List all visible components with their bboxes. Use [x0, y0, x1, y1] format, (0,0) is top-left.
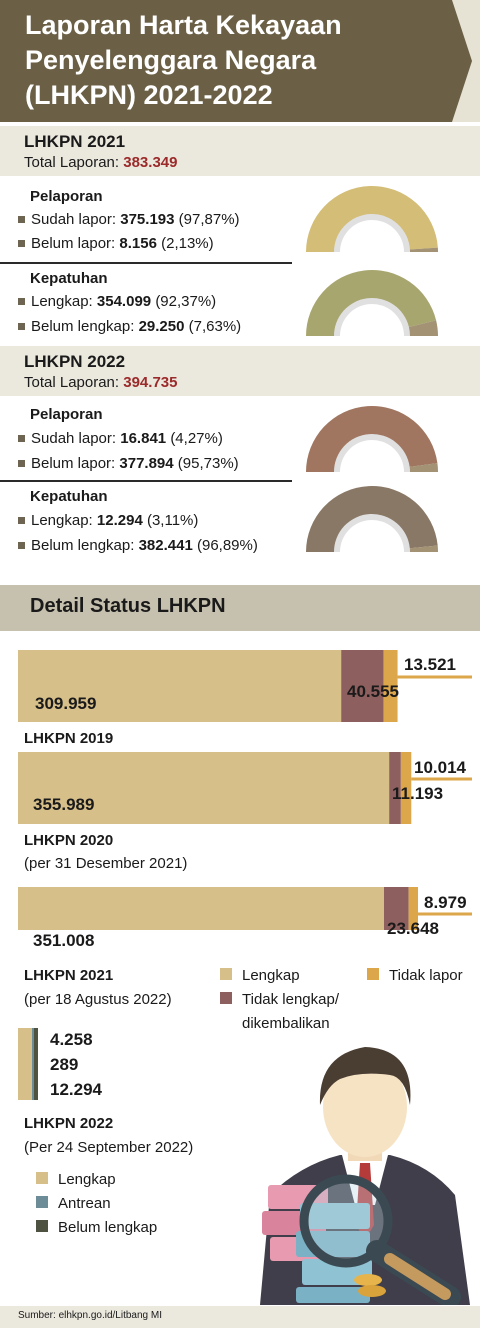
bar-2021-tidak-lapor-value: 8.979 — [424, 893, 467, 912]
bar-lhkpn-2021-tidak-lengkap — [383, 887, 409, 930]
pelaporan-title: Pelaporan — [30, 188, 103, 205]
legend-tidak-lengkap: Tidak lengkap/ — [220, 991, 339, 1008]
pelaporan-title: Pelaporan — [30, 406, 103, 423]
total-reports: Total Laporan: 383.349 — [24, 154, 178, 171]
bullet-belum-lengkap: Belum lengkap: 382.441 (96,89%) — [18, 537, 258, 554]
gauge-inner-ring — [334, 214, 410, 252]
detail-status-title: Detail Status LHKPN — [30, 595, 226, 617]
bar-lhkpn-2021-lengkap — [18, 887, 384, 930]
bar-2022-antrean-value: 289 — [50, 1055, 79, 1074]
bar-lhkpn-2021-tidak-lapor — [408, 887, 418, 930]
gauge-major-arc — [306, 269, 437, 336]
bar-lhkpn-2019-tidak-lapor — [383, 650, 398, 722]
bullet-sudah-lapor: Sudah lapor: 375.193 (97,87%) — [18, 211, 240, 228]
gauge-inner-ring — [334, 514, 410, 552]
bar-2021-tidak-lengkap-value: 23.648 — [387, 919, 439, 938]
magnifying-glass-icon — [299, 1174, 461, 1305]
bar-2021-lengkap-value: 351.008 — [33, 931, 95, 950]
detail-status-band: Detail Status LHKPN — [0, 585, 480, 631]
footer: Sumber: elhkpn.go.id/Litbang MI — [0, 1306, 480, 1328]
bar-2019-label: LHKPN 2019 — [24, 730, 114, 747]
gauge-major-arc — [306, 486, 438, 552]
gauge-minor-arc — [409, 463, 438, 472]
section-title: LHKPN 2022 — [24, 352, 126, 371]
bullet-lengkap: Lengkap: 12.294 (3,11%) — [18, 512, 198, 529]
bar-2020-label: LHKPN 2020 — [24, 832, 114, 849]
bar-2021-label: LHKPN 2021 — [24, 967, 114, 984]
bar-2022-belum-lengkap — [34, 1028, 38, 1100]
bullet-belum-lapor: Belum lapor: 8.156 (2,13%) — [18, 235, 214, 252]
gauge-minor-arc — [408, 320, 438, 336]
gauge-2021-pelaporan — [306, 185, 438, 252]
bullet-lengkap: Lengkap: 354.099 (92,37%) — [18, 293, 216, 310]
legend-tidak-lengkap-line2: dikembalikan — [242, 1015, 330, 1032]
section-lhkpn-2021-header: LHKPN 2021 Total Laporan: 383.349 — [0, 126, 480, 176]
bar-2022-antrean — [32, 1028, 34, 1100]
bar-lhkpn-2020-tidak-lapor — [400, 752, 412, 824]
bar-2019-lengkap-value: 309.959 — [35, 694, 97, 713]
bar-2021-sub: (per 18 Agustus 2022) — [24, 991, 172, 1008]
bullet-belum-lengkap: Belum lengkap: 29.250 (7,63%) — [18, 318, 241, 335]
kepatuhan-title: Kepatuhan — [30, 488, 108, 505]
gauge-2022-kepatuhan — [306, 486, 438, 552]
header-banner: Laporan Harta Kekayaan Penyelenggara Neg… — [0, 0, 480, 122]
bullet-belum-lapor: Belum lapor: 377.894 (95,73%) — [18, 455, 239, 472]
total-reports: Total Laporan: 394.735 — [24, 374, 178, 391]
bar-2022-mini — [18, 1028, 38, 1100]
gauge-2022-pelaporan — [306, 406, 438, 472]
legend-2022-lengkap: Lengkap — [36, 1171, 116, 1188]
legend-tidak-lapor: Tidak lapor — [367, 967, 463, 984]
bar-2020-sub: (per 31 Desember 2021) — [24, 855, 188, 872]
bar-lhkpn-2020-tidak-lengkap — [389, 752, 401, 824]
divider — [0, 262, 292, 264]
legend-2022-antrean: Antrean — [36, 1195, 111, 1212]
section-title: LHKPN 2021 — [24, 132, 126, 151]
bar-2020-tidak-lapor-value: 10.014 — [414, 758, 466, 777]
page-title: Laporan Harta Kekayaan Penyelenggara Neg… — [25, 10, 342, 110]
gauge-inner-ring — [334, 298, 410, 336]
gauge-major-arc — [306, 185, 438, 252]
gauge-major-arc — [306, 406, 438, 472]
legend-2022-belum-lengkap: Belum lengkap — [36, 1219, 157, 1236]
bar-2019-tidak-lengkap-value: 40.555 — [347, 682, 399, 701]
gauge-minor-arc — [409, 545, 438, 552]
face-shape — [323, 1057, 407, 1157]
detail-stacked-bars — [18, 650, 472, 930]
legend-lengkap: Lengkap — [220, 967, 300, 984]
kepatuhan-title: Kepatuhan — [30, 270, 108, 287]
bar-2022-lengkap — [18, 1028, 32, 1100]
bar-2022-belum-lengkap-value: 12.294 — [50, 1080, 102, 1099]
bar-2020-tidak-lengkap-value: 11.193 — [392, 784, 444, 803]
bar-2022-label: LHKPN 2022 — [24, 1115, 114, 1132]
gauge-inner-ring — [334, 434, 410, 472]
bullet-sudah-lapor: Sudah lapor: 16.841 (4,27%) — [18, 430, 223, 447]
header-arrow-banner — [0, 0, 472, 122]
bar-2022-sub: (Per 24 September 2022) — [24, 1139, 194, 1156]
source-credit: Sumber: elhkpn.go.id/Litbang MI — [18, 1310, 162, 1321]
official-money-illustration — [260, 1047, 470, 1305]
section-lhkpn-2022-header: LHKPN 2022 Total Laporan: 394.735 — [0, 346, 480, 396]
bar-2020-lengkap-value: 355.989 — [33, 795, 95, 814]
bar-2019-tidak-lapor-value: 13.521 — [404, 655, 456, 674]
bar-2022-lengkap-value: 4.258 — [50, 1030, 93, 1049]
bar-lhkpn-2019-tidak-lengkap — [341, 650, 384, 722]
bar-lhkpn-2020-lengkap — [18, 752, 390, 824]
hair-shape — [319, 1047, 411, 1105]
gauge-minor-arc — [409, 247, 438, 252]
divider — [0, 480, 292, 482]
gauge-2021-kepatuhan — [306, 269, 438, 336]
bar-lhkpn-2019-lengkap — [18, 650, 342, 722]
